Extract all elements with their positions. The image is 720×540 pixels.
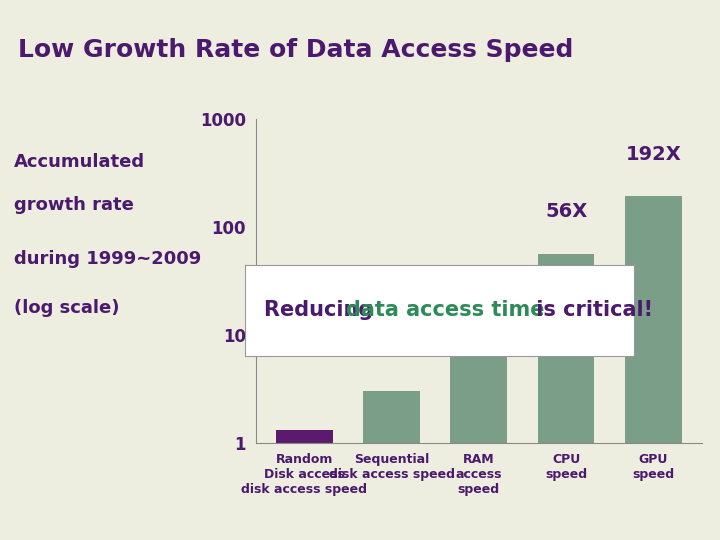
Text: 10X: 10X bbox=[458, 284, 500, 302]
Text: data access time: data access time bbox=[346, 300, 544, 321]
Text: during 1999~2009: during 1999~2009 bbox=[14, 250, 202, 268]
Text: (log scale): (log scale) bbox=[14, 299, 120, 317]
Bar bbox=[276, 430, 333, 540]
Text: Low Growth Rate of Data Access Speed: Low Growth Rate of Data Access Speed bbox=[18, 38, 573, 63]
Text: Reducing: Reducing bbox=[264, 300, 381, 321]
Text: Accumulated: Accumulated bbox=[14, 153, 145, 171]
Text: is critical!: is critical! bbox=[528, 300, 652, 321]
Bar bbox=[625, 196, 682, 540]
Text: growth rate: growth rate bbox=[14, 196, 134, 214]
Bar bbox=[538, 254, 595, 540]
Bar bbox=[363, 392, 420, 540]
Text: 56X: 56X bbox=[545, 202, 588, 221]
Bar bbox=[451, 335, 507, 540]
Text: 192X: 192X bbox=[626, 145, 681, 164]
